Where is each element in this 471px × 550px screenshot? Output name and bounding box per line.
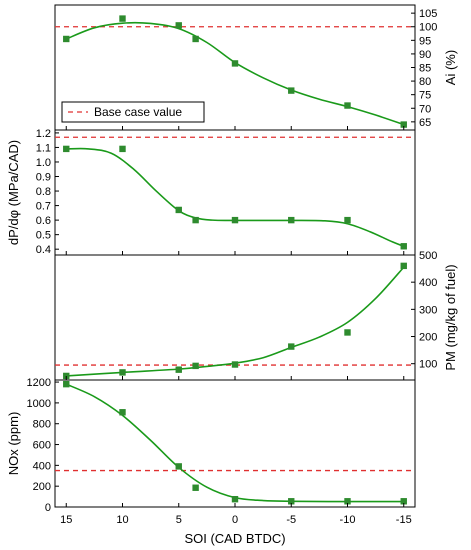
panel-pm-data-point bbox=[231, 361, 239, 368]
panel-nox-data-point bbox=[63, 380, 70, 388]
panel-dpdphi-ytick-label: 0.4 bbox=[36, 244, 51, 256]
panel-ai-ytick-label: 75 bbox=[419, 90, 431, 102]
x-tick-label: 5 bbox=[176, 514, 182, 526]
x-tick-label: -10 bbox=[340, 514, 356, 526]
panel-dpdphi-data-point bbox=[63, 145, 70, 153]
panel-nox-ytick-label: 1200 bbox=[27, 377, 51, 389]
panel-ai-ytick-label: 105 bbox=[419, 8, 437, 20]
panel-pm-data-point bbox=[400, 262, 407, 270]
x-tick-label: 0 bbox=[232, 514, 238, 526]
panel-pm-ytick-label: 300 bbox=[419, 304, 437, 316]
panel-ai-ytick-label: 80 bbox=[419, 76, 431, 88]
panel-dpdphi-ytick-label: 0.9 bbox=[36, 172, 51, 184]
panel-ai-ytick-label: 65 bbox=[419, 117, 431, 129]
panel-dpdphi: 0.4 0.5 0.6 0.7 0.8 0.9 1.0 1.1 1.2 dP/dφ (MPa/CA… bbox=[6, 128, 416, 256]
panel-nox-ylabel: NOx (ppm) bbox=[6, 412, 21, 476]
panel-pm-data-point bbox=[175, 366, 182, 373]
panel-ai-ytick-label: 90 bbox=[419, 49, 431, 61]
panel-ai-ytick-label: 95 bbox=[419, 35, 431, 47]
panel-pm-data-point bbox=[288, 343, 295, 350]
panel-pm-ytick-label: 200 bbox=[419, 332, 437, 344]
panel-dpdphi-data-point bbox=[400, 243, 407, 250]
panel-ai-data-point bbox=[119, 15, 126, 22]
panel-nox-ytick-label: 800 bbox=[33, 419, 51, 431]
panel-dpdphi-ylabel: dP/dφ (MPa/CAD) bbox=[6, 140, 21, 245]
panel-dpdphi-frame bbox=[54, 129, 416, 256]
x-tick-label: -5 bbox=[286, 514, 296, 526]
x-tick-label: 10 bbox=[116, 514, 128, 526]
panel-dpdphi-ytick-label: 1.0 bbox=[36, 157, 51, 169]
panel-ai-data-point bbox=[175, 22, 182, 29]
panel-ai-ytick-label: 100 bbox=[419, 22, 437, 34]
panel-nox-data-point bbox=[288, 498, 295, 505]
panel-pm-ytick-label: 400 bbox=[419, 277, 437, 289]
panel-pm-ytick-label: 500 bbox=[419, 250, 437, 262]
panel-nox-data-point bbox=[400, 498, 407, 505]
panel-nox-ytick-label: 200 bbox=[33, 481, 51, 493]
x-axis: 15 10 5 0 -5 -10 -15 bbox=[60, 514, 412, 526]
panel-pm-ylabel: PM (mg/kg of fuel) bbox=[443, 264, 458, 370]
panel-nox-data-point bbox=[344, 498, 351, 505]
legend-label: Base case value bbox=[94, 105, 182, 119]
panel-pm-data-point bbox=[119, 369, 126, 376]
panel-dpdphi-data-point bbox=[175, 206, 182, 214]
panel-dpdphi-ytick-label: 1.1 bbox=[36, 142, 51, 154]
panel-dpdphi-ytick-label: 0.7 bbox=[36, 201, 51, 213]
panel-ai-data-point bbox=[344, 102, 351, 109]
panel-nox-ytick-label: 0 bbox=[45, 502, 51, 514]
panel-nox-data-point bbox=[231, 495, 239, 503]
panel-nox-ytick-label: 1000 bbox=[27, 398, 51, 410]
panel-ai-ytick-label: 85 bbox=[419, 63, 431, 75]
legend: Base case value bbox=[61, 101, 205, 123]
panel-pm-ytick-label: 100 bbox=[419, 359, 437, 371]
panel-dpdphi-ytick-label: 0.5 bbox=[36, 230, 51, 242]
panel-ai-data-point bbox=[192, 35, 199, 43]
panel-ai-data-point bbox=[288, 87, 295, 94]
panel-ai-ylabel: Ai (%) bbox=[443, 50, 458, 85]
panel-pm-data-point bbox=[63, 372, 70, 380]
panel-dpdphi-data-point bbox=[119, 145, 126, 153]
panel-dpdphi-fit-line bbox=[66, 147, 405, 248]
panel-nox: 0 200 400 600 800 1000 1200 NOx (ppm) bbox=[6, 377, 416, 514]
x-axis-title: SOI (CAD BTDC) bbox=[184, 531, 285, 546]
legend-box bbox=[61, 101, 205, 123]
panel-nox-frame bbox=[54, 379, 416, 508]
panel-nox-data-point bbox=[192, 484, 199, 491]
panel-pm-data-point bbox=[192, 362, 199, 370]
panel-nox-ytick-label: 600 bbox=[33, 440, 51, 452]
panel-dpdphi-data-point bbox=[288, 216, 295, 224]
panel-ai-data-point bbox=[231, 60, 239, 67]
x-tick-label: 15 bbox=[60, 514, 72, 526]
panel-dpdphi-data-point bbox=[344, 216, 351, 224]
panel-pm-frame bbox=[54, 254, 416, 381]
panel-nox-data-point bbox=[119, 409, 126, 416]
x-tick-label: -15 bbox=[396, 514, 412, 526]
panel-ai-data-point bbox=[63, 35, 70, 43]
panel-dpdphi-data-point bbox=[192, 216, 199, 224]
panel-ai-data-point bbox=[400, 121, 407, 128]
panel-pm-data-point bbox=[344, 329, 351, 336]
panel-dpdphi-ytick-label: 0.8 bbox=[36, 186, 51, 198]
panel-nox-fit-line bbox=[65, 383, 404, 503]
panel-ai-ytick-label: 70 bbox=[419, 103, 431, 115]
panel-dpdphi-ytick-label: 0.6 bbox=[36, 215, 51, 227]
panel-pm: 100 200 300 400 500 PM (mg/kg of fuel) bbox=[54, 250, 458, 381]
panel-nox-ytick-label: 400 bbox=[33, 460, 51, 472]
panel-dpdphi-ytick-label: 1.2 bbox=[36, 128, 51, 140]
panel-pm-fit-line bbox=[66, 266, 405, 377]
panel-nox-data-point bbox=[175, 463, 182, 470]
panel-dpdphi-data-point bbox=[231, 216, 239, 224]
